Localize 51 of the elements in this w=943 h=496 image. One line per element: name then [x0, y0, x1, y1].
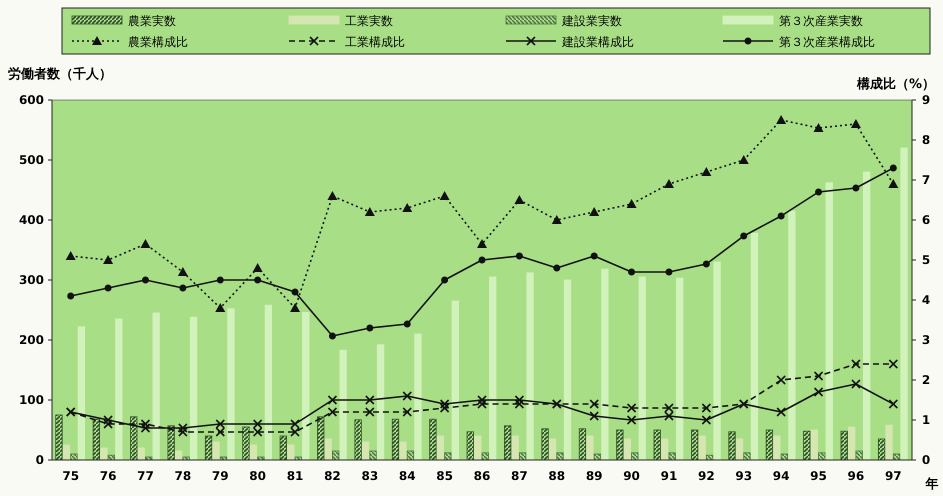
x-tick-label: 94 — [772, 469, 790, 483]
x-tick-label: 81 — [286, 469, 304, 483]
y2-tick-label: 0 — [922, 453, 930, 467]
x-axis-title: 年 — [924, 477, 938, 492]
x-tick-label: 80 — [249, 469, 266, 483]
legend-label: 工業実数 — [345, 14, 393, 28]
x-tick-label: 88 — [548, 469, 566, 483]
legend-label: 建設業構成比 — [561, 35, 634, 49]
x-tick-label: 92 — [698, 469, 715, 483]
x-tick-label: 84 — [398, 469, 416, 483]
x-tick-label: 75 — [62, 469, 80, 483]
x-tick-label: 89 — [586, 469, 603, 483]
x-tick-label: 83 — [361, 469, 378, 483]
y-tick-label: 600 — [18, 93, 44, 107]
y-tick-label: 0 — [36, 453, 44, 467]
x-tick-label: 78 — [174, 469, 192, 483]
x-tick-label: 82 — [324, 469, 341, 483]
x-tick-label: 86 — [474, 469, 490, 483]
x-tick-label: 76 — [100, 469, 116, 483]
x-tick-label: 90 — [623, 469, 640, 483]
y-tick-label: 500 — [18, 153, 44, 167]
x-tick-label: 85 — [436, 469, 453, 483]
y2-tick-label: 6 — [922, 213, 930, 227]
legend-label: 第３次産業実数 — [779, 14, 863, 28]
legend-label: 工業構成比 — [345, 35, 405, 49]
y-tick-label: 100 — [18, 393, 44, 407]
x-tick-label: 93 — [735, 469, 752, 483]
y2-tick-label: 8 — [922, 133, 930, 147]
x-tick-label: 91 — [660, 469, 678, 483]
x-tick-label: 79 — [212, 469, 229, 483]
x-tick-label: 97 — [884, 469, 902, 483]
y-tick-label: 200 — [18, 333, 44, 347]
y2-tick-label: 7 — [922, 173, 930, 187]
y-tick-label: 400 — [18, 213, 44, 227]
y2-tick-label: 1 — [922, 413, 930, 427]
x-tick-label: 87 — [511, 469, 528, 483]
y2-tick-label: 9 — [922, 93, 930, 107]
legend-label: 建設業実数 — [561, 14, 622, 28]
y2-tick-label: 3 — [922, 333, 930, 347]
x-tick-label: 96 — [848, 469, 864, 483]
y-axis-title: 労働者数（千人） — [8, 66, 112, 82]
y-tick-label: 300 — [18, 273, 44, 287]
legend-label: 農業構成比 — [128, 35, 188, 49]
legend-label: 第３次産業構成比 — [779, 35, 875, 49]
legend-label: 農業実数 — [128, 14, 176, 28]
y2-tick-label: 2 — [922, 373, 930, 387]
x-tick-label: 95 — [810, 469, 827, 483]
x-tick-label: 77 — [137, 469, 154, 483]
y2-tick-label: 4 — [922, 293, 930, 307]
y2-axis-title: 構成比（%） — [856, 77, 935, 92]
y2-tick-label: 5 — [922, 253, 930, 267]
